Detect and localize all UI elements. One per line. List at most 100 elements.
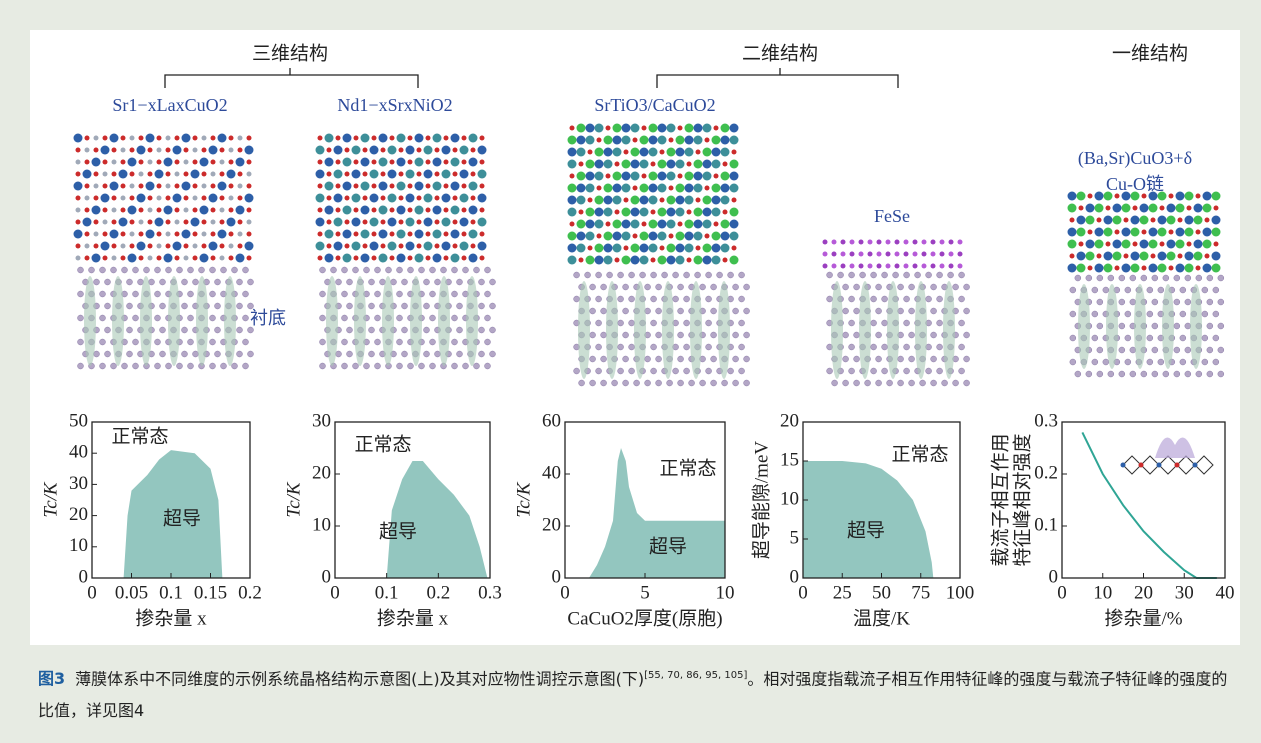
- atom: [236, 158, 245, 167]
- atom: [452, 291, 458, 297]
- atom: [964, 356, 970, 362]
- atom: [658, 220, 667, 229]
- atom: [1125, 287, 1131, 293]
- caption-refs: [55, 70, 86, 95, 105]: [644, 670, 747, 681]
- atom: [370, 218, 379, 227]
- atom: [705, 138, 710, 143]
- atom: [408, 160, 413, 165]
- atom: [237, 327, 243, 333]
- atom: [202, 148, 207, 153]
- annotation: 超导: [649, 535, 687, 557]
- atom: [361, 134, 370, 143]
- atom: [76, 256, 81, 261]
- annotation: 正常态: [659, 457, 716, 479]
- atom: [94, 148, 99, 153]
- atom: [1190, 284, 1202, 369]
- x-tick-label: 0: [1057, 582, 1067, 603]
- atom: [959, 296, 965, 302]
- atom: [832, 252, 837, 257]
- atom: [730, 208, 739, 217]
- atom: [1176, 240, 1185, 249]
- atom: [160, 327, 166, 333]
- atom: [426, 160, 431, 165]
- atom: [909, 308, 915, 314]
- atom: [1196, 275, 1202, 281]
- atom: [452, 363, 458, 369]
- atom: [402, 327, 408, 333]
- atom: [424, 146, 433, 155]
- atom: [1180, 311, 1186, 317]
- atom: [904, 296, 910, 302]
- atom: [1147, 287, 1153, 293]
- atom: [640, 148, 649, 157]
- atom: [728, 272, 734, 278]
- atom: [318, 232, 323, 237]
- atom: [193, 256, 198, 261]
- atom: [651, 162, 656, 167]
- atom: [229, 232, 234, 237]
- atom: [110, 182, 119, 191]
- atom: [711, 308, 717, 314]
- atom: [1212, 192, 1221, 201]
- atom: [931, 380, 937, 386]
- atom: [1185, 275, 1191, 281]
- atom: [595, 148, 604, 157]
- atom: [485, 315, 491, 321]
- atom: [480, 232, 485, 237]
- atom: [909, 332, 915, 338]
- atom: [1149, 264, 1158, 273]
- atom: [640, 232, 649, 241]
- atom: [469, 206, 478, 215]
- atom: [1077, 252, 1086, 261]
- atom: [1134, 284, 1146, 369]
- atom: [157, 136, 162, 141]
- atom: [1213, 311, 1219, 317]
- atom: [568, 256, 577, 265]
- atom: [739, 296, 745, 302]
- atom: [211, 232, 216, 237]
- atom: [460, 146, 469, 155]
- atom: [712, 160, 721, 169]
- atom: [579, 162, 584, 167]
- atom: [604, 196, 613, 205]
- atom: [1097, 347, 1103, 353]
- atom: [588, 246, 593, 251]
- atom: [157, 184, 162, 189]
- atom: [601, 308, 607, 314]
- atom: [577, 232, 586, 241]
- atom: [343, 206, 352, 215]
- atom: [714, 126, 719, 131]
- x-tick-label: 25: [833, 582, 852, 603]
- atom: [229, 256, 234, 261]
- atom: [595, 160, 604, 169]
- atom: [577, 184, 586, 193]
- atom: [871, 344, 877, 350]
- x-tick-label: 40: [1216, 582, 1235, 603]
- atom: [1152, 347, 1158, 353]
- atom: [364, 267, 370, 273]
- atom: [882, 344, 888, 350]
- atom: [577, 220, 586, 229]
- atom: [597, 138, 602, 143]
- atom: [347, 279, 353, 285]
- atom: [1104, 252, 1113, 261]
- atom: [182, 279, 188, 285]
- atom: [247, 256, 252, 261]
- atom: [931, 264, 936, 269]
- atom: [649, 232, 658, 241]
- atom: [130, 172, 135, 177]
- atom: [327, 196, 332, 201]
- atom: [1169, 194, 1174, 199]
- atom: [474, 267, 480, 273]
- y-tick-label: 15: [780, 449, 799, 470]
- atom: [193, 279, 199, 285]
- atom: [370, 242, 379, 251]
- atom: [452, 267, 458, 273]
- atom: [103, 184, 108, 189]
- atom: [1187, 206, 1192, 211]
- atom: [164, 158, 173, 167]
- y-axis-label: 超导能隙/meV: [750, 441, 772, 559]
- atom: [1147, 311, 1153, 317]
- atom: [435, 148, 440, 153]
- atom: [640, 136, 649, 145]
